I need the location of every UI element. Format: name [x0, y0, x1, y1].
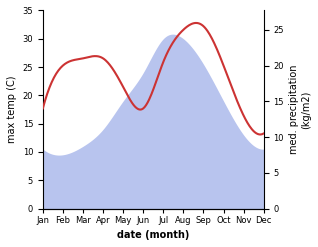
- Y-axis label: max temp (C): max temp (C): [7, 76, 17, 143]
- Y-axis label: med. precipitation
(kg/m2): med. precipitation (kg/m2): [289, 65, 311, 154]
- X-axis label: date (month): date (month): [117, 230, 190, 240]
